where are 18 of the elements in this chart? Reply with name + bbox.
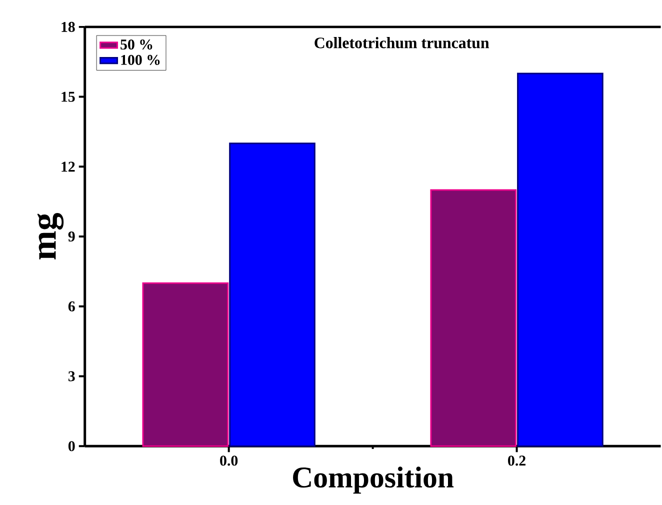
x-tick-label: 0.0 — [220, 456, 238, 466]
y-tick-label: 9 — [68, 232, 75, 242]
y-tick-label: 15 — [62, 92, 75, 102]
bar — [430, 189, 517, 447]
bar — [142, 282, 229, 447]
y-tick-label: 18 — [62, 22, 75, 32]
y-tick-label: 12 — [62, 162, 75, 172]
y-tick-label: 3 — [68, 371, 75, 382]
chart-title: Colletotrichum truncatun — [314, 37, 490, 48]
y-tick-label: 0 — [68, 441, 75, 452]
bar — [517, 72, 604, 447]
legend-label: 100 % — [121, 54, 160, 65]
x-axis-title: Composition — [293, 466, 454, 494]
y-tick-label: 6 — [68, 301, 75, 312]
y-axis-title: mg — [37, 213, 64, 260]
legend-label: 50 % — [120, 39, 152, 50]
x-tick-label: 0.2 — [508, 456, 526, 466]
bar — [229, 142, 316, 447]
